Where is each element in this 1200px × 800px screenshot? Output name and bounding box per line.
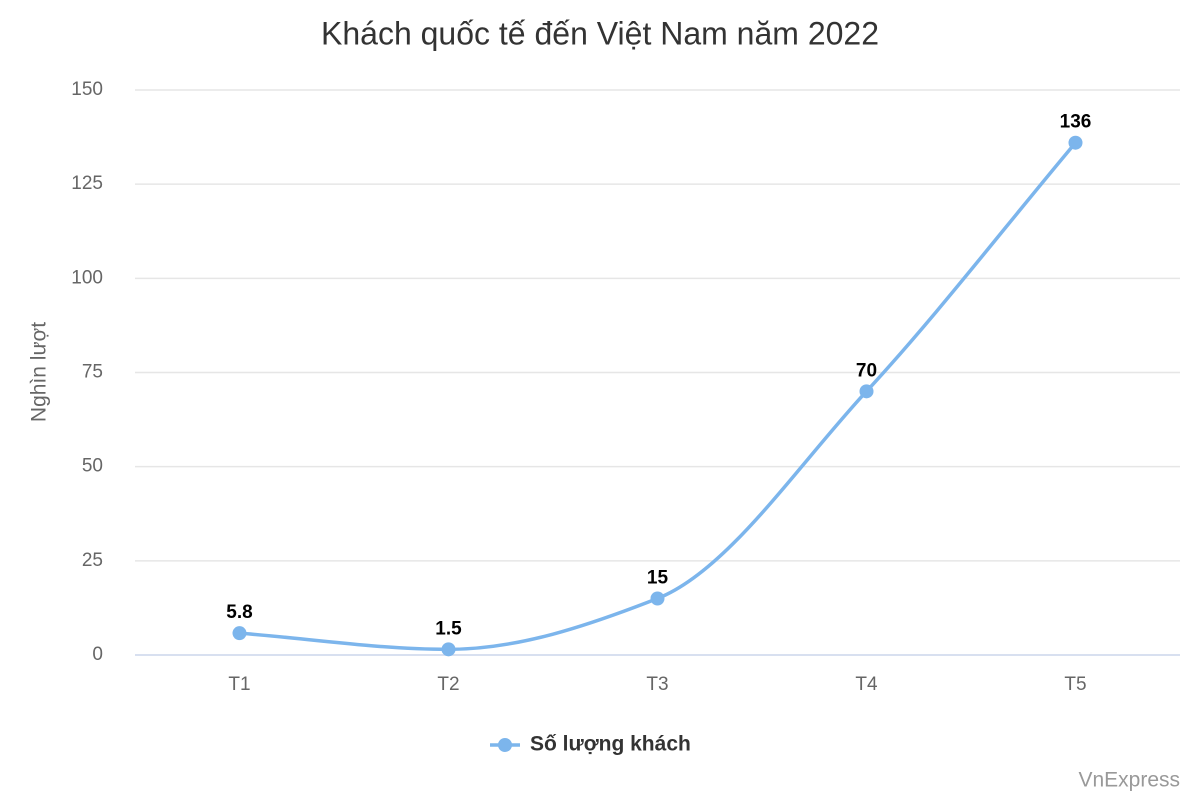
x-tick-label: T5 [1064, 674, 1086, 695]
legend-label: Số lượng khách [530, 733, 691, 756]
y-tick-label: 0 [92, 644, 103, 665]
point [1068, 135, 1083, 150]
point [232, 626, 247, 641]
data-label: 15 [647, 568, 669, 589]
y-tick-label: 100 [71, 267, 103, 288]
x-tick-label: T1 [228, 674, 250, 695]
x-tick-label: T2 [437, 674, 459, 695]
y-tick-label: 75 [82, 362, 103, 383]
point [650, 591, 665, 606]
point [859, 384, 874, 399]
legend-marker [498, 738, 512, 752]
chart-title: Khách quốc tế đến Việt Nam năm 2022 [321, 15, 879, 51]
line [237, 140, 1078, 652]
y-tick-label: 25 [82, 550, 103, 571]
x-tick-label: T4 [855, 674, 878, 695]
y-tick-label: 50 [82, 456, 103, 477]
data-label: 70 [856, 360, 877, 381]
x-tick-label: T3 [646, 674, 668, 695]
y-tick-label: 125 [71, 173, 103, 194]
point [441, 642, 456, 657]
data-label: 5.8 [226, 602, 252, 623]
credit: VnExpress [1078, 769, 1180, 792]
data-label: 1.5 [435, 618, 462, 639]
data-label: 136 [1060, 112, 1092, 133]
y-tick-label: 150 [71, 79, 103, 100]
y-axis-label: Nghìn lượt [28, 322, 51, 422]
